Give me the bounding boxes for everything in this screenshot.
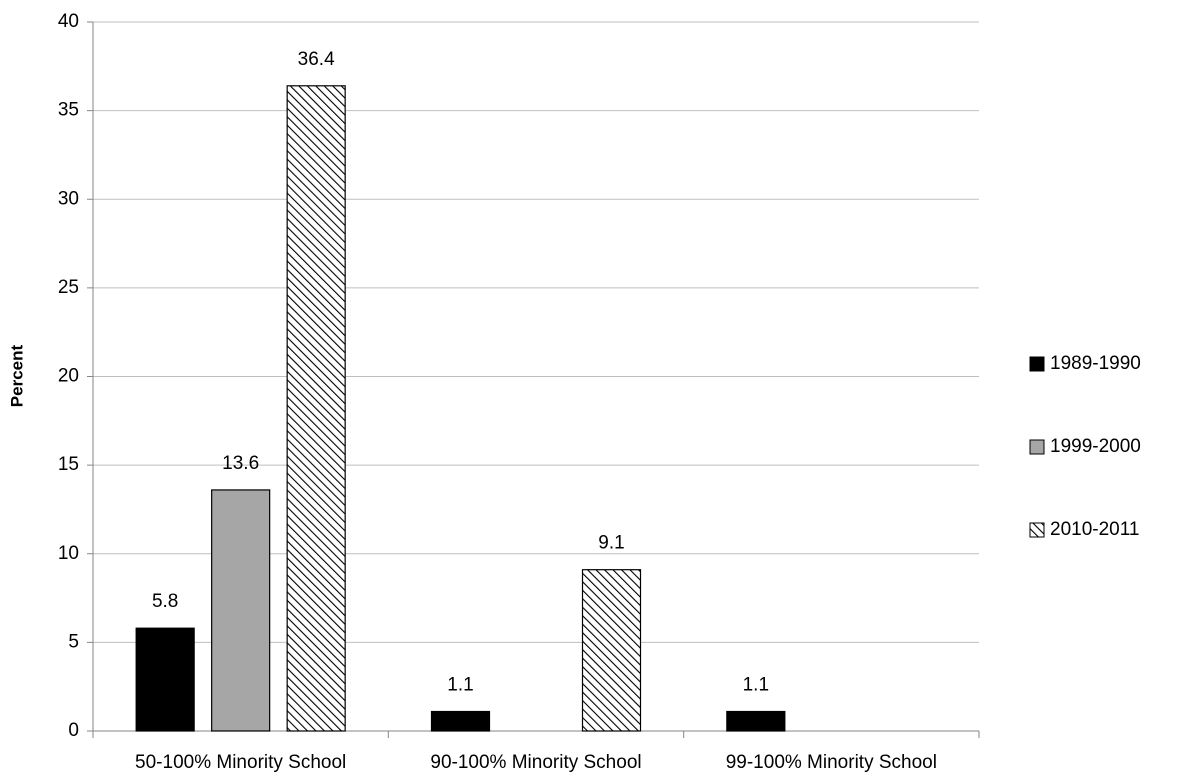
bar: [211, 489, 271, 732]
legend-swatch: [1029, 439, 1045, 455]
value-label: 1.1: [447, 675, 473, 696]
legend-label: 1989-1990: [1050, 353, 1141, 374]
bar: [726, 710, 786, 732]
y-tick-label: 30: [58, 188, 79, 209]
y-tick-label: 40: [58, 11, 79, 32]
y-tick-label: 5: [68, 631, 79, 652]
y-tick-label: 15: [58, 454, 79, 475]
legend-swatch: [1029, 356, 1045, 372]
y-tick-label: 20: [58, 366, 79, 387]
bar: [135, 627, 195, 732]
value-label: 36.4: [298, 49, 335, 70]
y-tick-label: 10: [58, 543, 79, 564]
value-label: 13.6: [222, 453, 259, 474]
y-tick-label: 0: [68, 720, 79, 741]
value-label: 9.1: [598, 533, 624, 554]
x-tick-label: 99-100% Minority School: [726, 752, 937, 773]
y-tick-label: 25: [58, 277, 79, 298]
legend-label: 1999-2000: [1050, 436, 1141, 457]
value-label: 5.8: [152, 591, 178, 612]
value-label: 1.1: [743, 675, 769, 696]
bar: [286, 85, 346, 732]
x-tick-label: 90-100% Minority School: [430, 752, 641, 773]
y-tick-label: 35: [58, 100, 79, 121]
x-tick-label: 50-100% Minority School: [135, 752, 346, 773]
bar: [430, 710, 491, 732]
legend-swatch: [1029, 522, 1045, 538]
y-axis-label: Percent: [7, 344, 26, 407]
legend-label: 2010-2011: [1050, 519, 1139, 540]
bar: [581, 569, 642, 732]
